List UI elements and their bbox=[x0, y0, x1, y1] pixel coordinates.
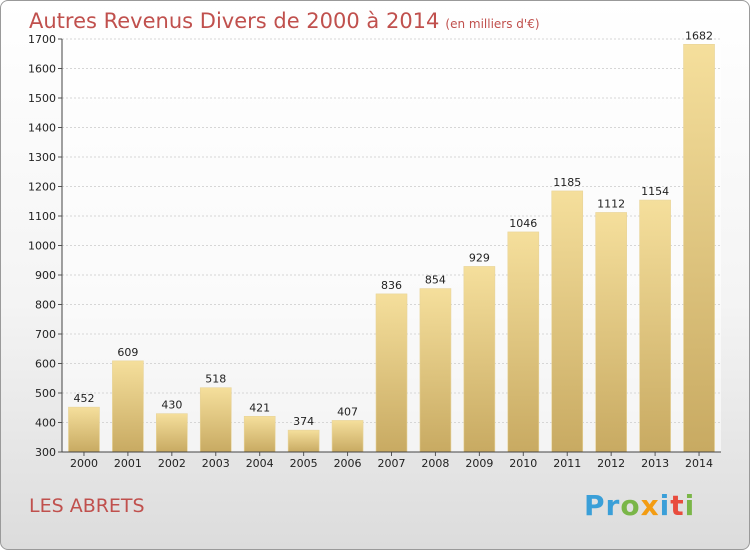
x-tick-label: 2004 bbox=[246, 457, 274, 470]
place-name: LES ABRETS bbox=[29, 495, 145, 517]
bar-2004 bbox=[243, 416, 276, 453]
y-tick-label: 700 bbox=[35, 328, 56, 341]
x-tick-label: 2014 bbox=[685, 457, 713, 470]
bar-2002 bbox=[156, 413, 188, 453]
x-tick-label: 2002 bbox=[158, 457, 186, 470]
bar-value-label: 1682 bbox=[685, 29, 713, 42]
y-tick-label: 1400 bbox=[28, 122, 56, 135]
bar-value-label: 518 bbox=[205, 373, 226, 386]
x-tick-label: 2011 bbox=[553, 457, 581, 470]
proxiti-logo: Proxiti bbox=[584, 489, 695, 522]
bar-value-label: 1046 bbox=[509, 217, 537, 230]
x-tick-label: 2000 bbox=[70, 457, 98, 470]
logo-letter: o bbox=[620, 489, 641, 522]
bar-2013 bbox=[639, 199, 671, 453]
bar-2014 bbox=[683, 44, 715, 453]
bar-value-label: 1154 bbox=[641, 185, 669, 198]
x-tick-label: 2008 bbox=[421, 457, 449, 470]
bar-value-label: 854 bbox=[425, 274, 446, 287]
bar-2003 bbox=[199, 387, 232, 453]
bar-value-label: 609 bbox=[117, 346, 138, 359]
x-tick-label: 2006 bbox=[334, 457, 362, 470]
y-tick-label: 1600 bbox=[28, 63, 56, 76]
bar-2007 bbox=[375, 293, 408, 453]
bar-value-label: 1185 bbox=[553, 176, 581, 189]
bar-2006 bbox=[331, 420, 364, 453]
y-tick-label: 1500 bbox=[28, 92, 56, 105]
chart-subtitle: (en milliers d'€) bbox=[445, 17, 540, 31]
bar-value-label: 374 bbox=[293, 415, 314, 428]
bar-value-label: 929 bbox=[469, 251, 490, 264]
logo-letter: r bbox=[605, 489, 621, 522]
bar-2000 bbox=[68, 406, 100, 453]
chart-title-text: Autres Revenus Divers de 2000 à 2014 bbox=[29, 9, 440, 33]
bar-value-label: 430 bbox=[161, 399, 182, 412]
y-tick-label: 1100 bbox=[28, 210, 56, 223]
bar-2012 bbox=[595, 212, 627, 453]
x-tick-label: 2005 bbox=[290, 457, 318, 470]
bar-2005 bbox=[287, 429, 320, 453]
y-tick-label: 300 bbox=[35, 446, 56, 459]
logo-letter: i bbox=[659, 489, 671, 522]
logo-letter: i bbox=[684, 489, 696, 522]
bar-2010 bbox=[507, 231, 540, 453]
y-tick-label: 500 bbox=[35, 387, 56, 400]
y-tick-label: 1000 bbox=[28, 240, 56, 253]
y-tick-label: 1300 bbox=[28, 151, 56, 164]
bar-value-label: 407 bbox=[337, 405, 358, 418]
chart-title: Autres Revenus Divers de 2000 à 2014 (en … bbox=[29, 9, 540, 33]
y-tick-label: 900 bbox=[35, 269, 56, 282]
x-tick-label: 2003 bbox=[202, 457, 230, 470]
bar-2011 bbox=[551, 190, 584, 453]
y-tick-label: 1700 bbox=[28, 33, 56, 46]
y-tick-label: 800 bbox=[35, 299, 56, 312]
x-tick-label: 2009 bbox=[465, 457, 493, 470]
bar-2009 bbox=[463, 266, 496, 453]
logo-letter: x bbox=[640, 489, 660, 522]
x-tick-label: 2012 bbox=[597, 457, 625, 470]
logo-letter: t bbox=[670, 489, 685, 522]
logo-letter: P bbox=[584, 489, 606, 522]
y-tick-label: 400 bbox=[35, 417, 56, 430]
bar-2001 bbox=[112, 360, 144, 453]
y-tick-label: 600 bbox=[35, 358, 56, 371]
bar-value-label: 421 bbox=[249, 401, 270, 414]
bar-value-label: 836 bbox=[381, 279, 402, 292]
bar-value-label: 452 bbox=[73, 392, 94, 405]
x-tick-label: 2001 bbox=[114, 457, 142, 470]
bar-value-label: 1112 bbox=[597, 197, 625, 210]
x-tick-label: 2013 bbox=[641, 457, 669, 470]
bar-2008 bbox=[419, 288, 452, 453]
x-tick-label: 2007 bbox=[378, 457, 406, 470]
y-tick-label: 1200 bbox=[28, 181, 56, 194]
x-tick-label: 2010 bbox=[509, 457, 537, 470]
